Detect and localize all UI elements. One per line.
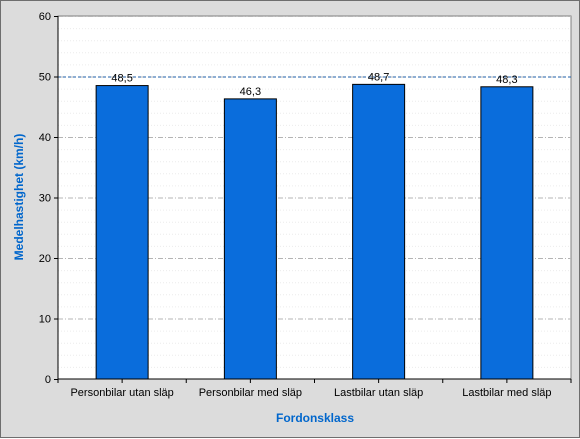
y-tick-label: 60	[39, 11, 51, 23]
y-tick-label: 40	[39, 132, 51, 144]
data-label: 48,3	[496, 74, 517, 86]
y-tick-label: 50	[39, 72, 51, 84]
data-label: 46,3	[240, 86, 261, 98]
data-labels: 48,5 46,3 48,7 48,3	[111, 71, 517, 98]
x-tick-label: Lastbilar utan släp	[334, 387, 423, 399]
x-axis-title: Fordonsklass	[276, 411, 354, 425]
y-tick-label: 20	[39, 253, 51, 265]
bar	[352, 83, 406, 380]
x-tick-label: Personbilar utan släp	[70, 387, 173, 399]
data-label: 48,5	[111, 73, 132, 85]
x-tick-label: Personbilar med släp	[199, 387, 302, 399]
x-axis-ticks: Personbilar utan släp Personbilar med slä…	[57, 379, 572, 399]
y-tick-label: 10	[39, 314, 51, 326]
y-axis-ticks: 0 10 20 30 40 50 60	[39, 11, 58, 386]
data-label: 48,7	[368, 71, 389, 83]
y-tick-label: 0	[45, 374, 51, 386]
bars	[95, 83, 534, 380]
y-axis-title: Medelhastighet (km/h)	[12, 134, 26, 261]
bar	[480, 86, 534, 380]
bar	[95, 85, 149, 380]
y-tick-label: 30	[39, 193, 51, 205]
bar	[223, 98, 277, 380]
x-tick-label: Lastbilar med släp	[462, 387, 551, 399]
